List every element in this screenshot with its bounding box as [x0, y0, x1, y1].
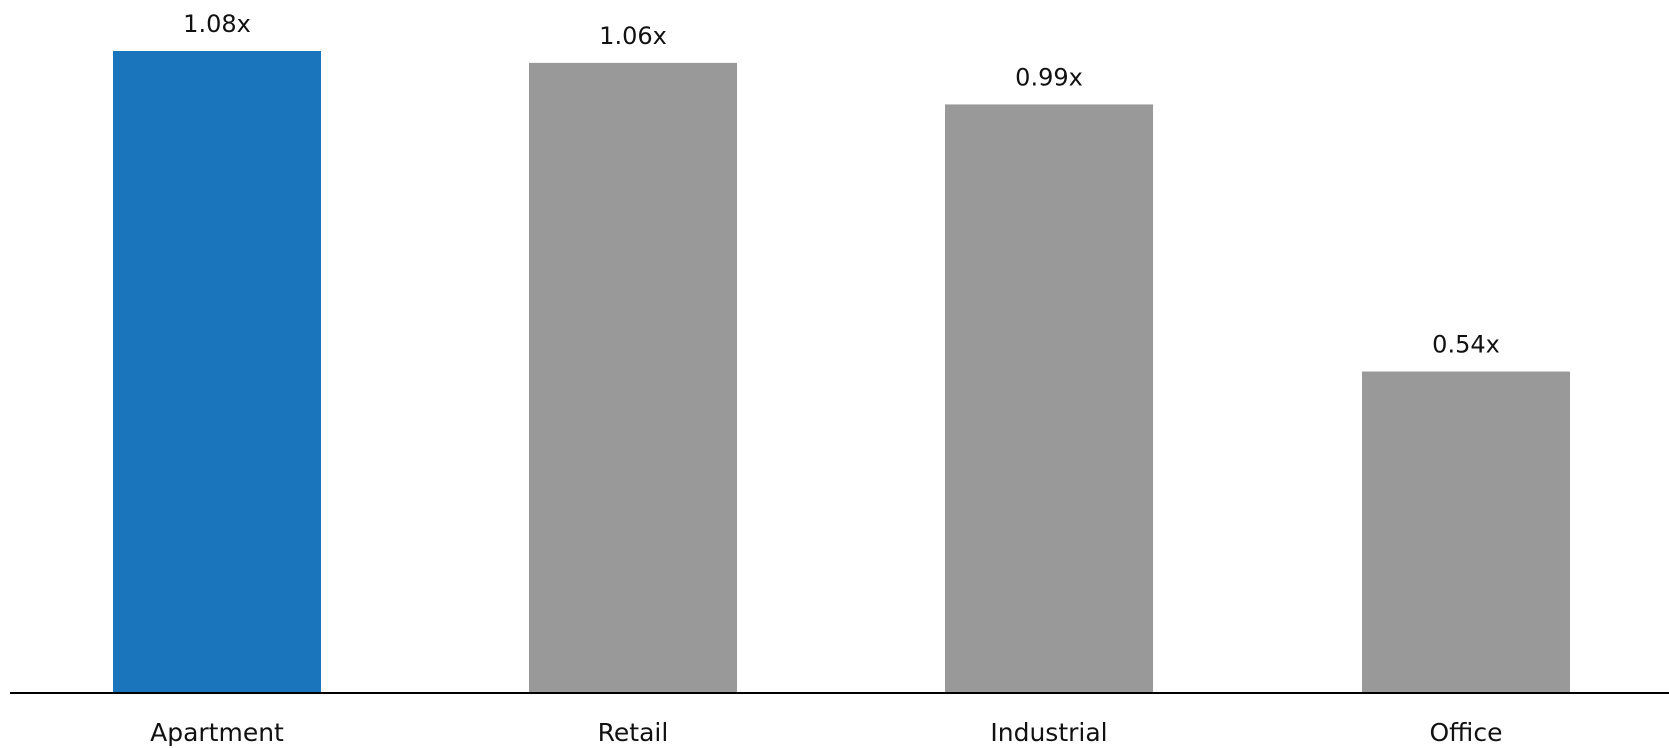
category-label-industrial: Industrial — [990, 718, 1107, 747]
category-label-retail: Retail — [598, 718, 669, 747]
value-label-apartment: 1.08x — [183, 10, 251, 38]
bar-office — [1362, 372, 1570, 693]
bar-industrial — [945, 104, 1153, 692]
value-labels-group: 1.08x 1.06x 0.99x 0.54x — [183, 10, 1500, 359]
category-labels-group: Apartment Retail Industrial Office — [150, 718, 1502, 747]
value-label-retail: 1.06x — [599, 22, 667, 50]
value-label-industrial: 0.99x — [1015, 63, 1083, 91]
bars-group — [113, 51, 1570, 692]
category-label-apartment: Apartment — [150, 718, 284, 747]
category-label-office: Office — [1430, 718, 1503, 747]
value-label-office: 0.54x — [1432, 331, 1500, 359]
bar-apartment — [113, 51, 321, 692]
bar-retail — [529, 63, 737, 692]
